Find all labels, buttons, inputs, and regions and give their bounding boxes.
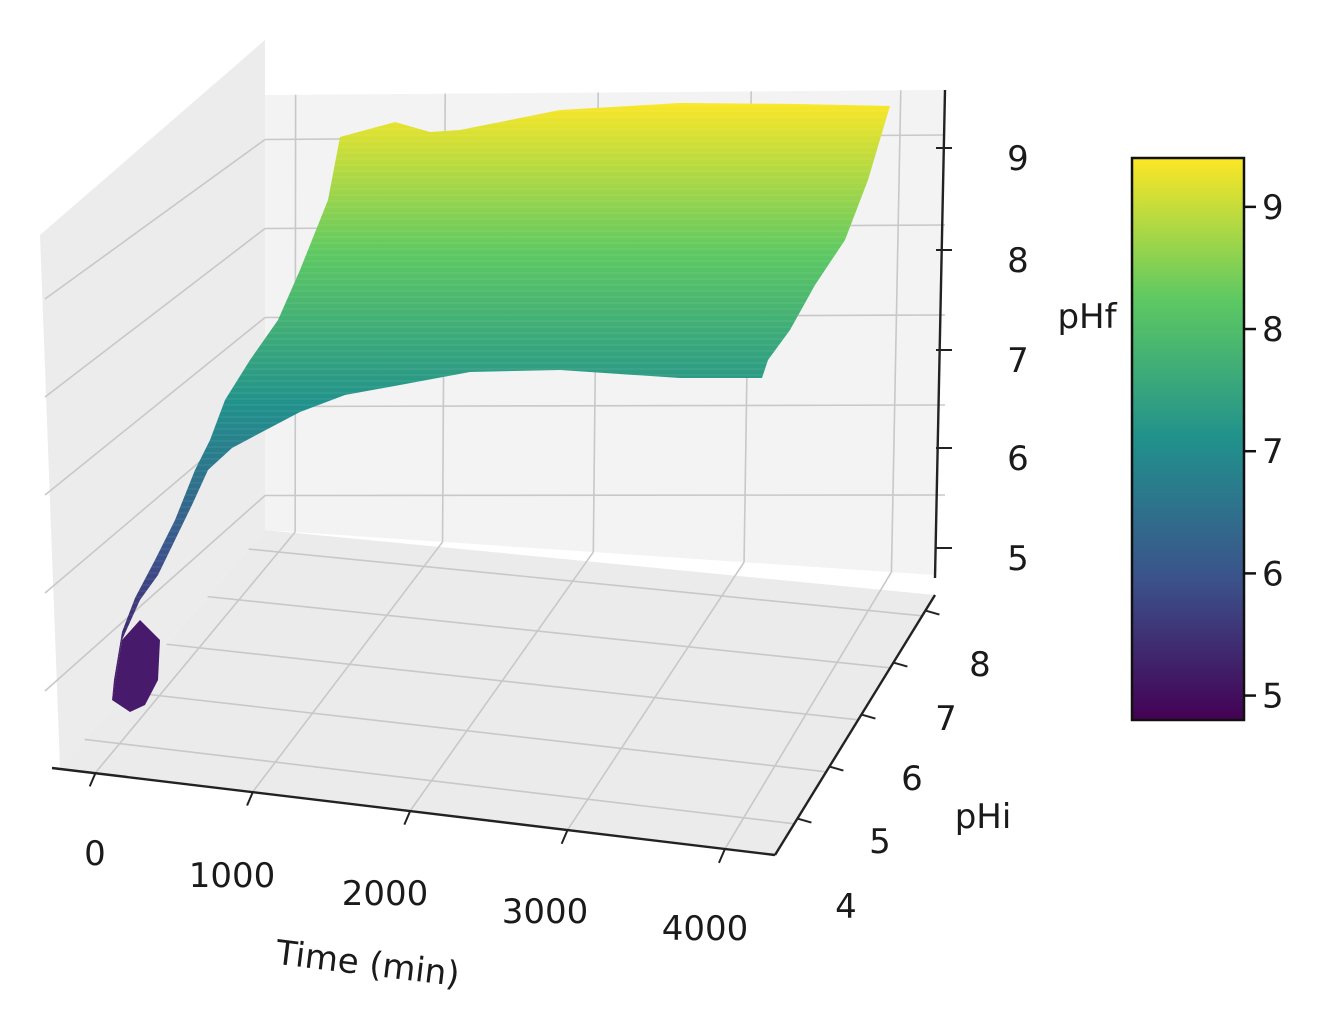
y-tick-label: 8	[969, 645, 991, 685]
y-tick-label: 5	[869, 822, 891, 862]
y-tick-label: 7	[935, 699, 957, 739]
x-axis-line	[51, 766, 776, 857]
floor-pane	[60, 530, 935, 855]
z-tick-label: 9	[1007, 139, 1029, 179]
y-tick-label: 6	[901, 759, 923, 799]
y-tick-label: 4	[835, 887, 857, 927]
colorbar-tick-label: 5	[1262, 677, 1284, 717]
x-tick-label: 3000	[502, 892, 589, 932]
x-tick-label: 0	[84, 834, 106, 874]
z-axis-line	[933, 89, 947, 579]
surface	[112, 103, 890, 712]
y-axis-label: pHi	[955, 797, 1012, 837]
x-ticks: 0 1000 2000 3000 4000	[84, 771, 749, 949]
colorbar-tick-label: 6	[1262, 554, 1284, 594]
colorbar-tick-label: 9	[1262, 188, 1284, 228]
colorbar-ticks: 5 6 7 8 9	[1244, 188, 1284, 717]
colorbar-tick-label: 8	[1262, 310, 1284, 350]
x-tick-label: 2000	[342, 874, 429, 914]
surface-mesh	[112, 103, 890, 700]
z-tick-label: 5	[1007, 539, 1029, 579]
colorbar-rect	[1130, 156, 1246, 722]
surface-tip	[112, 620, 160, 712]
x-tick-label: 1000	[189, 856, 276, 896]
z-ticks: 5 6 7 8 9	[936, 139, 1029, 579]
z-tick-label: 8	[1007, 241, 1029, 281]
colorbar-tick-label: 7	[1262, 432, 1284, 472]
z-tick-label: 7	[1007, 341, 1029, 381]
z-tick-label: 6	[1007, 439, 1029, 479]
left-pane	[40, 40, 265, 768]
x-tick-label: 4000	[662, 909, 749, 949]
y-axis-line	[773, 594, 937, 856]
z-axis-label: pHf	[1057, 297, 1117, 337]
x-axis-label: Time (min)	[273, 933, 462, 995]
colorbar: 5 6 7 8 9	[1130, 156, 1284, 722]
